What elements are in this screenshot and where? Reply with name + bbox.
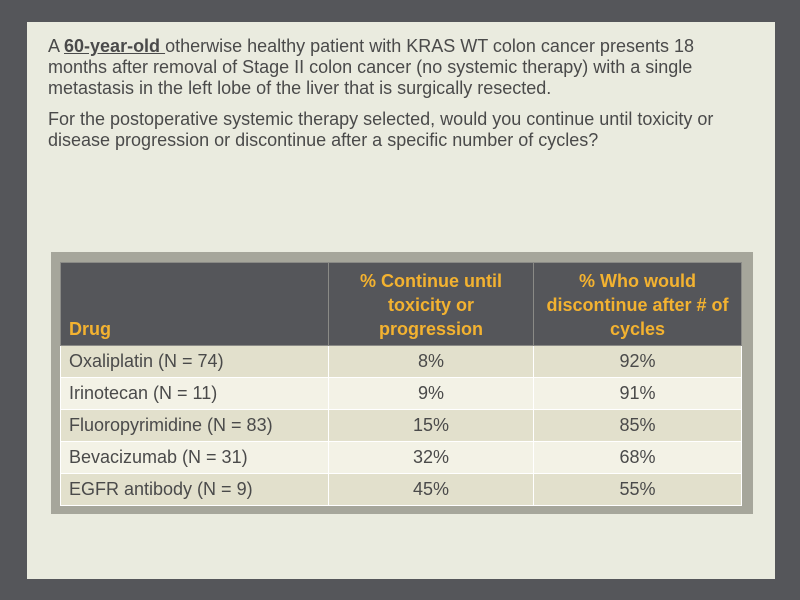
header-continue: % Continue until toxicity or progression xyxy=(328,262,534,346)
drug-cell: Bevacizumab (N = 31) xyxy=(60,441,329,474)
question-text: A 60-year-old otherwise healthy patient … xyxy=(48,36,748,161)
continue-cell: 9% xyxy=(328,377,534,410)
patient-age: 60-year-old xyxy=(64,36,166,56)
drug-cell: Fluoropyrimidine (N = 83) xyxy=(60,409,329,442)
continue-cell: 8% xyxy=(328,345,534,378)
table-row: EGFR antibody (N = 9) 45% 55% xyxy=(60,473,742,506)
discontinue-cell: 85% xyxy=(533,409,742,442)
header-discontinue: % Who would discontinue after # of cycle… xyxy=(533,262,742,346)
question-case: otherwise healthy patient with KRAS WT c… xyxy=(48,36,694,98)
continue-cell: 45% xyxy=(328,473,534,506)
slide: A 60-year-old otherwise healthy patient … xyxy=(27,22,775,579)
table-row: Oxaliplatin (N = 74) 8% 92% xyxy=(60,345,742,378)
results-table: Drug % Continue until toxicity or progre… xyxy=(60,262,742,506)
discontinue-cell: 68% xyxy=(533,441,742,474)
question-paragraph-1: A 60-year-old otherwise healthy patient … xyxy=(48,36,748,99)
drug-cell: Oxaliplatin (N = 74) xyxy=(60,345,329,378)
drug-cell: Irinotecan (N = 11) xyxy=(60,377,329,410)
table-row: Irinotecan (N = 11) 9% 91% xyxy=(60,377,742,410)
discontinue-cell: 55% xyxy=(533,473,742,506)
discontinue-cell: 92% xyxy=(533,345,742,378)
discontinue-cell: 91% xyxy=(533,377,742,410)
continue-cell: 32% xyxy=(328,441,534,474)
table-row: Bevacizumab (N = 31) 32% 68% xyxy=(60,441,742,474)
drug-cell: EGFR antibody (N = 9) xyxy=(60,473,329,506)
question-intro: A xyxy=(48,36,65,56)
question-paragraph-2: For the postoperative systemic therapy s… xyxy=(48,109,714,150)
continue-cell: 15% xyxy=(328,409,534,442)
table-row: Fluoropyrimidine (N = 83) 15% 85% xyxy=(60,409,742,442)
table-frame: Drug % Continue until toxicity or progre… xyxy=(51,252,753,514)
header-drug: Drug xyxy=(60,262,329,346)
table-header-row: Drug % Continue until toxicity or progre… xyxy=(60,262,742,346)
